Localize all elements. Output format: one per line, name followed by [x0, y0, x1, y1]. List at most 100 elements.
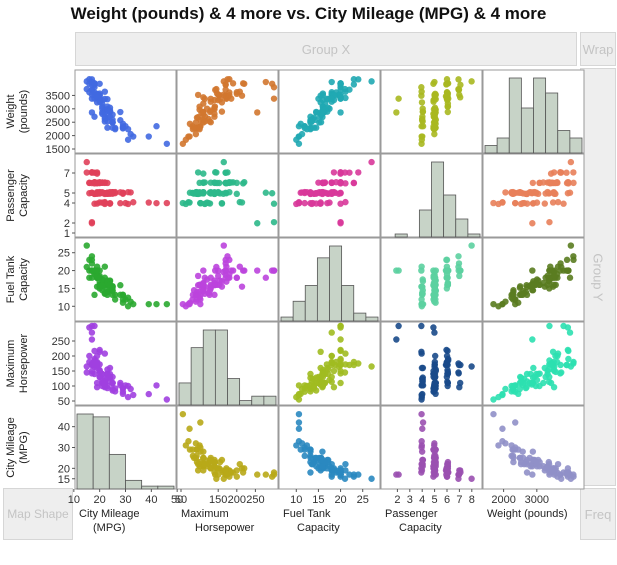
point-weight-vs-passenger	[431, 124, 438, 131]
point-fuel-vs-weight	[567, 242, 575, 249]
point-mpg-vs-hp	[200, 467, 207, 474]
point-weight-vs-mpg	[83, 78, 90, 85]
point-passenger-vs-hp	[222, 179, 229, 187]
hist-bar-hp	[190, 347, 204, 406]
y-tick-label-passenger: 4	[64, 198, 70, 210]
point-mpg-vs-weight	[495, 442, 502, 449]
point-mpg-vs-fuel	[355, 471, 362, 478]
row-axis-label-fuel: Fuel TankCapacity	[5, 255, 30, 303]
point-passenger-vs-hp	[215, 189, 222, 197]
point-weight-vs-mpg	[117, 108, 124, 116]
point-mpg-vs-weight	[499, 425, 506, 432]
point-passenger-vs-fuel	[308, 200, 315, 208]
point-passenger-vs-mpg	[153, 199, 160, 207]
point-fuel-vs-mpg	[99, 282, 106, 289]
point-weight-vs-mpg	[117, 117, 124, 124]
point-fuel-vs-hp	[211, 291, 218, 299]
point-hp-vs-fuel	[295, 396, 303, 403]
point-fuel-vs-mpg	[145, 300, 152, 308]
point-fuel-vs-hp	[207, 281, 214, 289]
point-hp-vs-weight	[545, 366, 552, 373]
group-x-drop-zone[interactable]: Group X	[75, 32, 577, 66]
point-weight-vs-mpg	[99, 110, 106, 118]
point-mpg-vs-passenger	[432, 456, 439, 464]
group-y-drop-zone[interactable]: Group Y	[580, 68, 616, 486]
point-hp-vs-fuel	[328, 373, 335, 381]
point-weight-vs-mpg	[101, 95, 109, 103]
point-weight-vs-hp	[186, 133, 193, 140]
point-hp-vs-mpg	[104, 366, 111, 373]
point-hp-vs-passenger	[468, 363, 475, 370]
point-weight-vs-mpg	[88, 109, 96, 116]
point-fuel-vs-weight	[517, 290, 525, 297]
point-hp-vs-weight	[560, 322, 567, 330]
point-fuel-vs-weight	[502, 298, 509, 305]
freq-drop-zone[interactable]: Freq	[580, 488, 616, 540]
point-passenger-vs-hp	[201, 179, 209, 186]
point-fuel-vs-hp	[220, 242, 227, 249]
point-passenger-vs-mpg	[106, 188, 114, 196]
point-weight-vs-fuel	[308, 118, 315, 125]
point-hp-vs-weight	[554, 352, 561, 360]
point-weight-vs-passenger	[432, 107, 439, 114]
point-weight-vs-mpg	[153, 123, 160, 130]
point-weight-vs-hp	[179, 140, 187, 147]
point-passenger-vs-hp	[186, 199, 193, 206]
point-hp-vs-fuel	[342, 350, 349, 357]
point-mpg-vs-weight	[529, 448, 537, 455]
point-weight-vs-hp	[270, 95, 278, 102]
point-passenger-vs-mpg	[88, 220, 96, 227]
row-axis-label-mpg: City Mileage(MPG)	[5, 417, 30, 478]
y-tick-label-mpg: 40	[58, 422, 70, 434]
point-mpg-vs-fuel	[341, 475, 349, 482]
hist-bar-weight	[569, 137, 583, 154]
point-hp-vs-weight	[531, 373, 538, 381]
hist-bar-fuel	[329, 245, 343, 322]
point-passenger-vs-fuel	[355, 169, 362, 176]
point-hp-vs-passenger	[418, 396, 425, 403]
point-hp-vs-fuel	[319, 373, 327, 381]
point-passenger-vs-hp	[220, 158, 227, 166]
hist-bar-hp	[239, 400, 253, 406]
point-mpg-vs-passenger	[456, 467, 464, 474]
point-fuel-vs-hp	[207, 274, 214, 281]
point-passenger-vs-weight	[570, 169, 577, 176]
point-mpg-vs-weight	[517, 460, 525, 468]
point-hp-vs-fuel	[346, 361, 353, 369]
point-fuel-vs-mpg	[153, 300, 160, 308]
point-mpg-vs-passenger	[432, 471, 439, 478]
x-tick-label-hp: 200	[228, 494, 246, 506]
point-fuel-vs-passenger	[456, 272, 463, 280]
point-hp-vs-mpg	[145, 390, 152, 398]
point-fuel-vs-hp	[239, 267, 247, 274]
point-mpg-vs-weight	[519, 448, 526, 455]
point-fuel-vs-weight	[545, 274, 553, 281]
point-fuel-vs-mpg	[91, 291, 98, 299]
point-hp-vs-mpg	[88, 336, 96, 343]
column-axis-label-passenger: Passenger Capacity	[385, 508, 442, 534]
point-passenger-vs-fuel	[326, 199, 333, 206]
point-passenger-vs-hp	[226, 188, 233, 196]
point-passenger-vs-hp	[270, 218, 278, 226]
point-fuel-vs-passenger	[393, 267, 400, 274]
point-passenger-vs-fuel	[319, 188, 327, 196]
wrap-drop-zone[interactable]: Wrap	[580, 32, 616, 66]
hist-bar-weight	[484, 145, 498, 154]
point-fuel-vs-mpg	[106, 281, 114, 289]
point-fuel-vs-passenger	[432, 267, 439, 274]
point-mpg-vs-hp	[239, 469, 247, 476]
point-mpg-vs-hp	[190, 454, 198, 462]
y-tick-label-weight: 2000	[46, 131, 70, 143]
point-weight-vs-fuel	[342, 94, 349, 102]
map-shape-drop-zone[interactable]: Map Shape	[3, 488, 73, 540]
y-tick-label-weight: 1500	[46, 144, 70, 156]
point-hp-vs-passenger	[432, 373, 439, 381]
point-fuel-vs-hp	[216, 277, 224, 284]
point-fuel-vs-mpg	[83, 242, 90, 249]
x-tick-label-passenger: 7	[456, 494, 462, 506]
point-fuel-vs-mpg	[88, 267, 96, 274]
point-passenger-vs-mpg	[93, 170, 101, 177]
point-fuel-vs-passenger	[431, 287, 438, 294]
y-tick-label-mpg: 30	[58, 443, 70, 455]
